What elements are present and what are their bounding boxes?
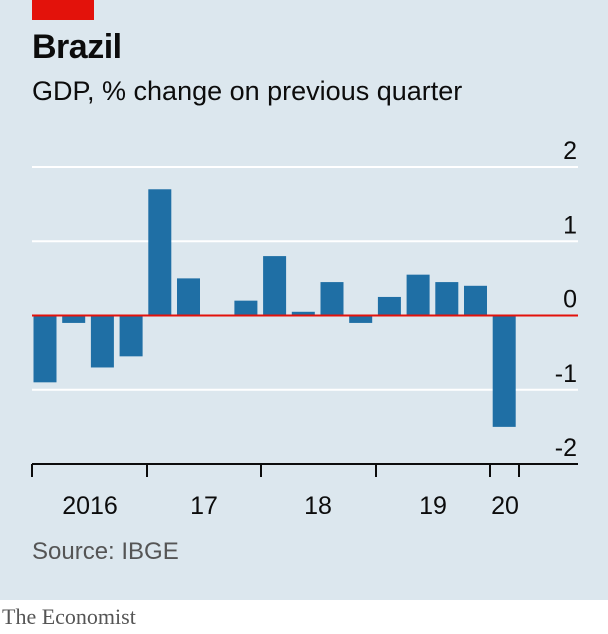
bar xyxy=(119,315,143,357)
bar xyxy=(90,315,114,368)
x-tick-label: 19 xyxy=(419,492,447,520)
bar xyxy=(377,296,401,316)
source-note: Source: IBGE xyxy=(32,538,179,565)
y-tick-label: 1 xyxy=(563,211,577,239)
bar xyxy=(177,278,200,316)
x-tick-label: 2016 xyxy=(62,492,118,520)
chart-subtitle: GDP, % change on previous quarter xyxy=(32,76,463,106)
bar xyxy=(33,315,57,383)
x-tick-label: 18 xyxy=(304,492,332,520)
bar xyxy=(464,285,487,316)
bar-chart: 2 1 0 -1 -2 2016 17 18 19 20 xyxy=(31,137,578,520)
y-tick-label: 2 xyxy=(563,137,577,165)
y-tick-labels: 2 1 0 -1 -2 xyxy=(555,137,577,462)
y-tick-label: -2 xyxy=(555,434,577,462)
bar xyxy=(263,256,287,316)
y-tick-label: 0 xyxy=(563,286,577,314)
red-tag xyxy=(32,0,94,20)
bar xyxy=(291,311,315,316)
bar xyxy=(349,315,373,323)
x-tick-label: 20 xyxy=(491,492,519,520)
brand-logo: The Economist xyxy=(2,604,136,629)
y-tick-label: -1 xyxy=(555,360,577,388)
chart-title: Brazil xyxy=(32,28,122,66)
bar xyxy=(148,189,172,316)
bar xyxy=(62,315,86,323)
bar xyxy=(234,300,258,316)
x-axis: 2016 17 18 19 20 xyxy=(31,463,578,520)
chart-panel xyxy=(0,0,608,600)
bar xyxy=(406,274,430,316)
x-tick-label: 17 xyxy=(190,492,218,520)
bar xyxy=(320,282,344,316)
bar xyxy=(435,282,459,316)
bars xyxy=(33,189,516,427)
bar xyxy=(492,315,516,427)
